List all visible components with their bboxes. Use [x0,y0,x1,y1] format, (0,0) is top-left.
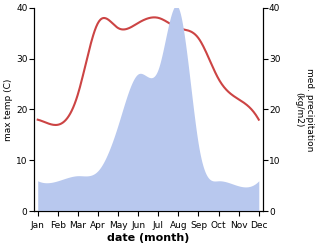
Y-axis label: max temp (C): max temp (C) [4,78,13,141]
X-axis label: date (month): date (month) [107,233,190,243]
Y-axis label: med. precipitation
(kg/m2): med. precipitation (kg/m2) [294,68,314,151]
